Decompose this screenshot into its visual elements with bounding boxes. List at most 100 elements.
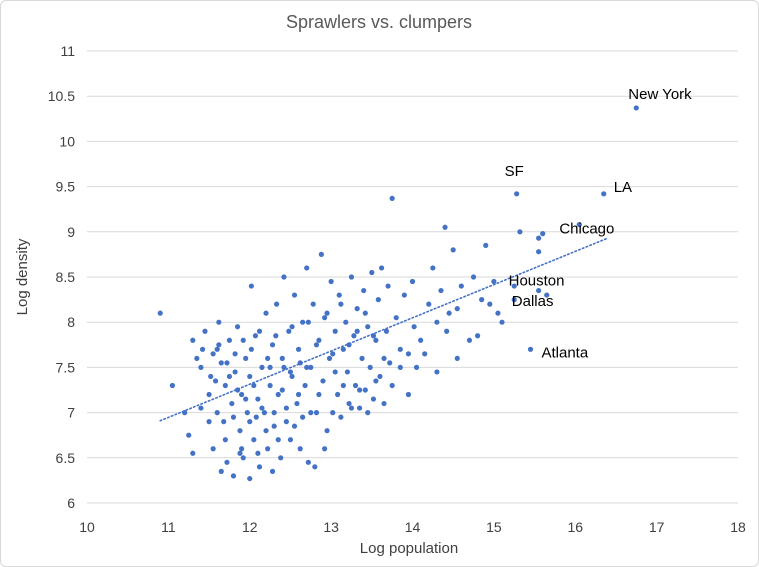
- data-point: [247, 419, 253, 425]
- data-point: [226, 337, 233, 343]
- data-point: [393, 315, 399, 321]
- data-point: [343, 319, 349, 325]
- data-point: [387, 360, 393, 366]
- data-point: [261, 410, 267, 416]
- data-point: [229, 400, 235, 407]
- data-point: [265, 355, 271, 361]
- chart-title: Sprawlers vs. clumpers: [286, 12, 472, 32]
- data-point: [475, 333, 481, 339]
- data-point: [470, 274, 477, 280]
- data-point: [357, 405, 363, 411]
- data-point: [232, 369, 238, 375]
- data-point: [446, 310, 452, 316]
- data-point: [247, 373, 253, 380]
- data-point: [283, 405, 289, 411]
- y-tick-label: 6: [67, 495, 75, 511]
- data-point: [389, 195, 395, 201]
- data-point: [239, 446, 245, 452]
- data-point: [381, 400, 387, 407]
- data-point: [190, 450, 196, 456]
- data-points: [157, 105, 639, 482]
- data-point: [216, 319, 222, 325]
- data-point: [169, 382, 176, 389]
- data-point: [269, 342, 276, 348]
- y-tick-label: 8: [67, 314, 75, 330]
- data-point: [454, 306, 460, 312]
- data-point: [243, 355, 249, 361]
- data-point: [278, 455, 284, 461]
- data-point: [222, 382, 228, 389]
- data-point: [426, 301, 432, 307]
- data-point: [291, 292, 298, 298]
- data-point: [434, 369, 440, 375]
- data-point: [212, 378, 219, 384]
- data-point: [267, 364, 273, 370]
- data-point: [256, 464, 263, 470]
- data-point: [401, 292, 407, 298]
- data-point: [405, 351, 412, 357]
- data-point: [389, 382, 395, 389]
- data-point: [274, 301, 280, 307]
- data-point: [199, 346, 206, 352]
- data-point: [310, 301, 316, 307]
- data-point: [259, 405, 265, 411]
- data-point: [243, 396, 249, 402]
- data-point: [361, 287, 367, 294]
- data-point: [297, 446, 303, 452]
- y-tick-label: 10: [59, 133, 75, 149]
- data-point: [291, 423, 298, 429]
- labeled-point: [576, 221, 582, 228]
- data-point: [511, 297, 517, 303]
- data-point: [222, 437, 228, 443]
- data-point: [234, 324, 241, 330]
- data-point: [253, 414, 259, 420]
- data-point: [295, 346, 302, 352]
- data-point: [221, 419, 227, 425]
- data-point: [237, 428, 243, 434]
- data-point: [308, 410, 314, 416]
- data-point: [491, 278, 497, 285]
- data-point: [286, 328, 292, 334]
- data-point: [365, 324, 371, 330]
- data-point: [444, 328, 450, 334]
- data-point: [346, 342, 352, 348]
- city-label: SF: [505, 163, 524, 180]
- data-point: [304, 364, 310, 370]
- data-point: [210, 351, 216, 357]
- data-point: [279, 355, 285, 361]
- data-point: [466, 337, 473, 343]
- labeled-point: [536, 287, 542, 294]
- data-point: [287, 369, 294, 375]
- data-point: [265, 446, 271, 452]
- data-point: [367, 364, 373, 370]
- data-point: [308, 364, 314, 370]
- city-labels: New York SF LA Chicago Houston Dallas Atlanta: [505, 86, 692, 361]
- data-point: [536, 249, 542, 255]
- data-point: [313, 342, 320, 348]
- data-point: [198, 405, 204, 411]
- data-point: [248, 346, 254, 352]
- data-point: [194, 355, 200, 361]
- x-tick-label: 18: [730, 519, 746, 535]
- data-point: [275, 391, 281, 398]
- labeled-point: [514, 191, 520, 197]
- data-point: [322, 315, 328, 321]
- data-point: [499, 319, 505, 325]
- x-tick-label: 13: [323, 519, 339, 535]
- data-point: [397, 364, 403, 370]
- data-point: [302, 382, 308, 389]
- data-point: [362, 310, 368, 316]
- data-point: [305, 459, 311, 465]
- city-label: Dallas: [512, 293, 554, 310]
- data-point: [540, 231, 546, 237]
- data-point: [330, 410, 336, 416]
- data-point: [218, 360, 224, 366]
- labeled-point: [601, 191, 607, 197]
- x-tick-label: 15: [486, 519, 502, 535]
- data-point: [206, 419, 212, 425]
- data-point: [295, 391, 302, 398]
- data-point: [259, 364, 265, 370]
- data-point: [413, 364, 420, 370]
- data-point: [322, 446, 328, 452]
